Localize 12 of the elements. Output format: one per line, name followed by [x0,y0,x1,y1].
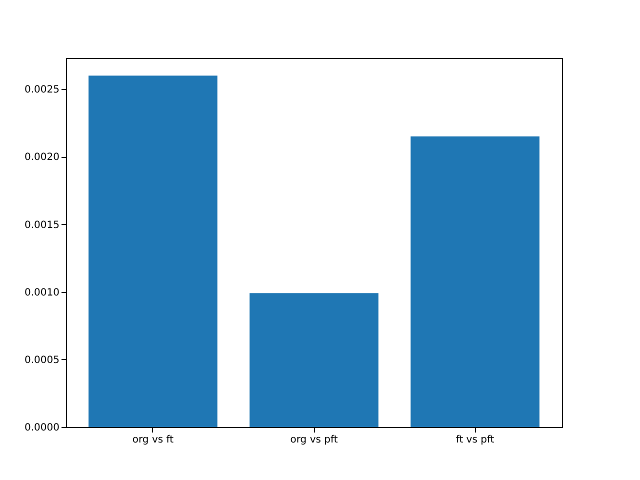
y-tick-label: 0.0010 [24,287,60,298]
bar [410,136,540,427]
x-tick-label: org vs ft [132,434,174,446]
x-tick-label: ft vs pft [456,434,494,446]
y-tick-label: 0.0000 [24,422,60,434]
y-tick-label: 0.0015 [24,220,60,231]
x-tick-label: org vs pft [290,434,338,446]
y-tick-label: 0.0005 [24,354,60,366]
y-tick-label: 0.0020 [24,152,60,164]
bar [88,76,218,427]
y-tick-label: 0.0025 [24,84,60,96]
bar [250,293,378,427]
